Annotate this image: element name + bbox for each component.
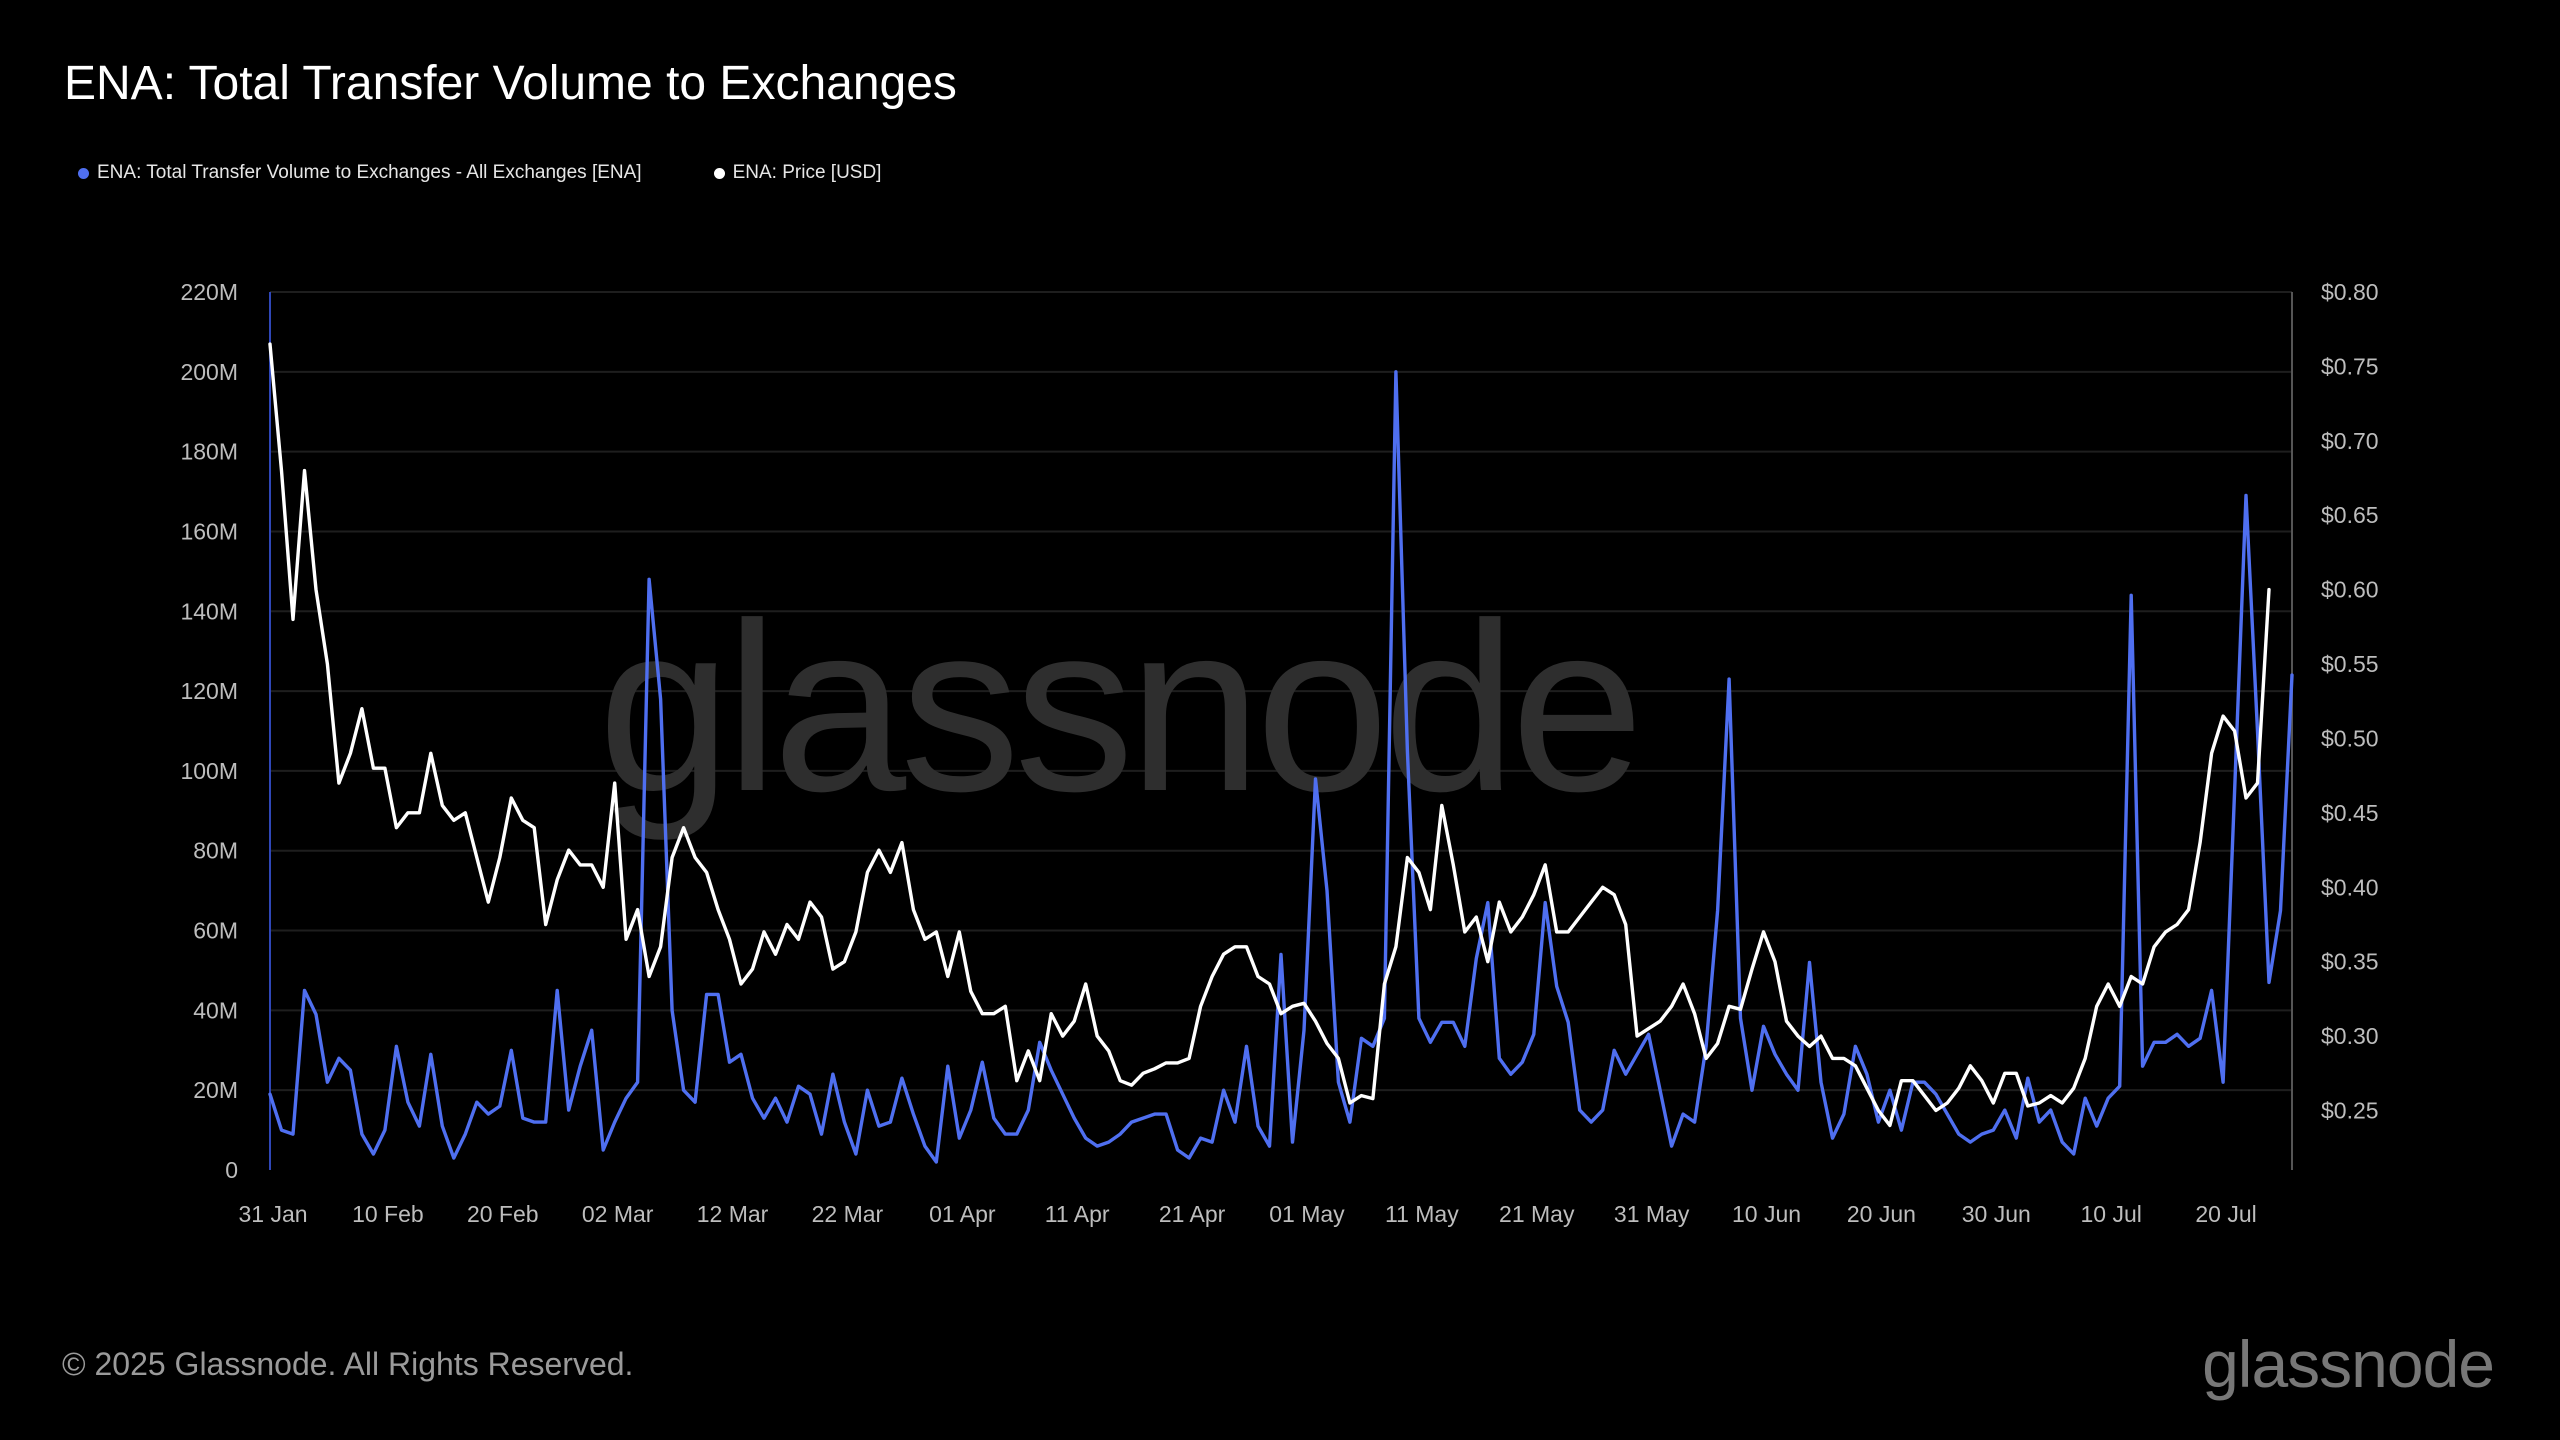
watermark-text: glassnode — [598, 573, 1638, 841]
x-tick-label: 20 Jun — [1847, 1201, 1916, 1227]
y-left-tick-label: 120M — [180, 678, 238, 704]
y-right-tick-label: $0.65 — [2321, 502, 2379, 528]
y-right-tick-label: $0.25 — [2321, 1097, 2379, 1123]
legend-item-price[interactable]: ENA: Price [USD] — [713, 162, 882, 184]
legend-volume-label: ENA: Total Transfer Volume to Exchanges … — [97, 162, 642, 183]
right-axis-ticks: $0.25 $0.30 $0.35 $0.40 $0.45 $0.50 $0.55 $0.60… — [2321, 279, 2379, 1123]
x-tick-label: 20 Feb — [467, 1201, 539, 1227]
y-right-tick-label: $0.30 — [2321, 1023, 2379, 1049]
chart-legend: ENA: Total Transfer Volume to Exchanges … — [78, 162, 953, 184]
y-left-tick-label: 220M — [180, 279, 238, 305]
y-left-tick-label: 160M — [180, 518, 238, 544]
x-tick-label: 21 May — [1499, 1201, 1575, 1227]
x-tick-label: 20 Jul — [2195, 1201, 2256, 1227]
x-tick-label: 10 Feb — [352, 1201, 424, 1227]
y-left-tick-label: 180M — [180, 439, 238, 465]
y-left-tick-label: 80M — [193, 838, 238, 864]
x-tick-label: 01 May — [1269, 1201, 1345, 1227]
x-tick-label: 12 Mar — [697, 1201, 769, 1227]
y-left-tick-label: 20M — [193, 1077, 238, 1103]
y-right-tick-label: $0.50 — [2321, 725, 2379, 751]
x-tick-label: 02 Mar — [582, 1201, 654, 1227]
y-left-tick-label: 200M — [180, 359, 238, 385]
x-tick-label: 10 Jul — [2080, 1201, 2141, 1227]
copyright-footer: © 2025 Glassnode. All Rights Reserved. — [62, 1346, 634, 1382]
x-tick-label: 31 May — [1614, 1201, 1690, 1227]
y-right-tick-label: $0.45 — [2321, 800, 2379, 826]
x-tick-label: 22 Mar — [812, 1201, 884, 1227]
brand-logo: glassnode — [2202, 1327, 2495, 1401]
legend-price-label: ENA: Price [USD] — [732, 162, 882, 183]
chart-title: ENA: Total Transfer Volume to Exchanges — [64, 57, 957, 110]
y-right-tick-label: $0.70 — [2321, 428, 2379, 454]
y-left-tick-label: 140M — [180, 598, 238, 624]
x-tick-label: 10 Jun — [1732, 1201, 1801, 1227]
y-left-tick-label: 40M — [193, 997, 238, 1023]
legend-price-dot-icon — [713, 167, 725, 179]
x-tick-label: 31 Jan — [238, 1201, 307, 1227]
y-left-tick-label: 0 — [225, 1157, 238, 1183]
left-axis-ticks: 0 20M 40M 60M 80M 100M 120M 140M 160M 180M 200M 220… — [180, 279, 238, 1183]
series-layer — [268, 342, 2294, 1164]
x-tick-label: 21 Apr — [1159, 1201, 1226, 1227]
volume-series-line — [268, 370, 2294, 1164]
y-left-tick-label: 100M — [180, 758, 238, 784]
y-right-tick-label: $0.55 — [2321, 651, 2379, 677]
x-tick-label: 11 May — [1385, 1201, 1459, 1227]
price-series-line — [268, 342, 2271, 1128]
x-axis-ticks: 31 Jan 10 Feb 20 Feb 02 Mar 12 Mar 22 Mar 01 A… — [238, 1201, 2256, 1227]
y-right-tick-label: $0.80 — [2321, 279, 2379, 305]
legend-volume-dot-icon — [78, 167, 89, 179]
y-right-tick-label: $0.60 — [2321, 577, 2379, 603]
y-right-tick-label: $0.40 — [2321, 874, 2379, 900]
y-left-tick-label: 60M — [193, 918, 238, 944]
x-tick-label: 30 Jun — [1962, 1201, 2031, 1227]
x-tick-label: 01 Apr — [929, 1201, 996, 1227]
y-right-tick-label: $0.35 — [2321, 949, 2379, 975]
y-right-tick-label: $0.75 — [2321, 353, 2379, 379]
x-tick-label: 11 Apr — [1045, 1201, 1110, 1227]
legend-item-volume[interactable]: ENA: Total Transfer Volume to Exchanges … — [78, 162, 642, 184]
